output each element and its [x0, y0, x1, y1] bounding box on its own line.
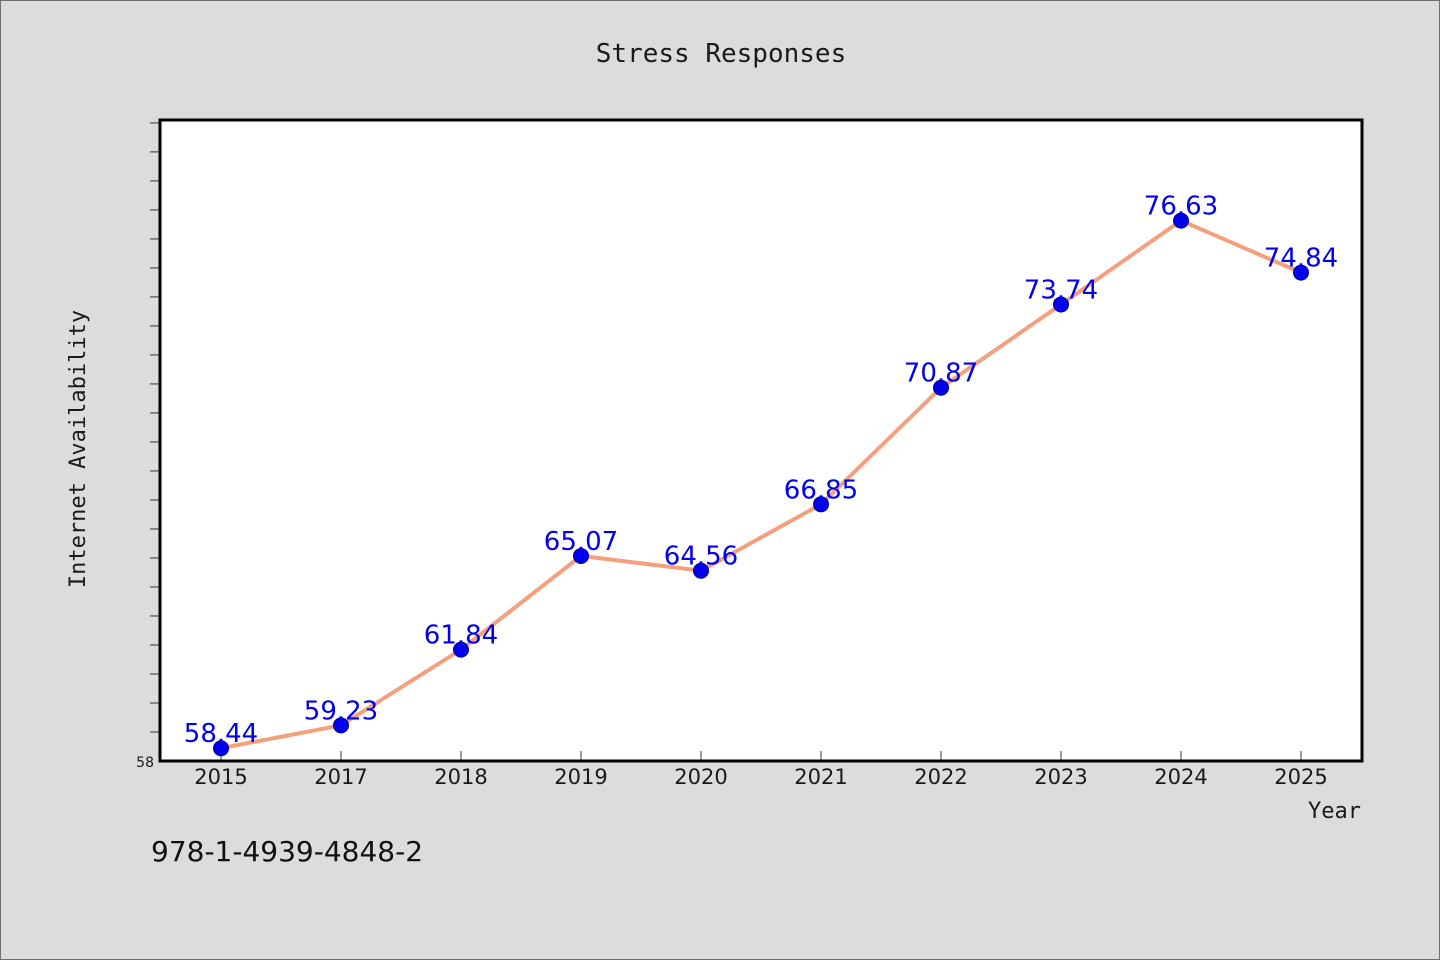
x-tick-label: 2020 — [674, 765, 727, 789]
x-tick-label: 2017 — [314, 765, 367, 789]
data-point — [213, 740, 229, 757]
data-label: 61.84 — [424, 621, 498, 651]
x-tick-label: 2022 — [914, 765, 967, 789]
data-point — [573, 547, 589, 564]
series-line — [220, 218, 1302, 751]
isbn-footnote: 978-1-4939-4848-2 — [151, 835, 424, 868]
data-label: 76.63 — [1144, 192, 1218, 222]
chart-title: Stress Responses — [596, 39, 846, 69]
x-axis-title: Year — [1308, 799, 1361, 824]
x-axis-ticks: 2015 2017 2018 2019 2020 2021 2022 2023 2024 2025 — [194, 751, 1328, 789]
data-point — [933, 379, 949, 396]
x-tick-label: 2018 — [434, 765, 487, 789]
x-tick-label: 2015 — [194, 765, 247, 789]
x-tick-label: 2025 — [1274, 765, 1327, 789]
data-point — [1293, 264, 1309, 281]
data-point — [453, 641, 469, 658]
data-label: 70.87 — [904, 359, 978, 389]
plot-frame — [158, 118, 1364, 763]
data-label: 65.07 — [544, 527, 618, 557]
x-tick-label: 2023 — [1034, 765, 1087, 789]
data-point — [693, 562, 709, 579]
x-tick-label: 2019 — [554, 765, 607, 789]
data-point — [333, 717, 349, 734]
series-layer: 58.44 59.23 61.84 65.07 64.56 66.85 70.87 73.74… — [184, 192, 1338, 757]
y-axis-ticks: 58 — [136, 122, 160, 771]
data-label: 58.44 — [184, 719, 258, 749]
data-label: 64.56 — [664, 542, 738, 572]
data-point — [1053, 296, 1069, 313]
data-label: 74.84 — [1264, 244, 1338, 274]
data-point — [813, 496, 829, 513]
data-label: 59.23 — [304, 696, 378, 726]
y-tick-label: 58 — [136, 755, 154, 771]
data-label: 73.74 — [1024, 275, 1098, 305]
plot-background — [160, 120, 1362, 761]
x-tick-label: 2021 — [794, 765, 847, 789]
data-point — [1173, 212, 1189, 229]
data-label: 66.85 — [784, 475, 858, 505]
x-tick-label: 2024 — [1154, 765, 1207, 789]
y-axis-title: Internet Availability — [66, 310, 91, 588]
